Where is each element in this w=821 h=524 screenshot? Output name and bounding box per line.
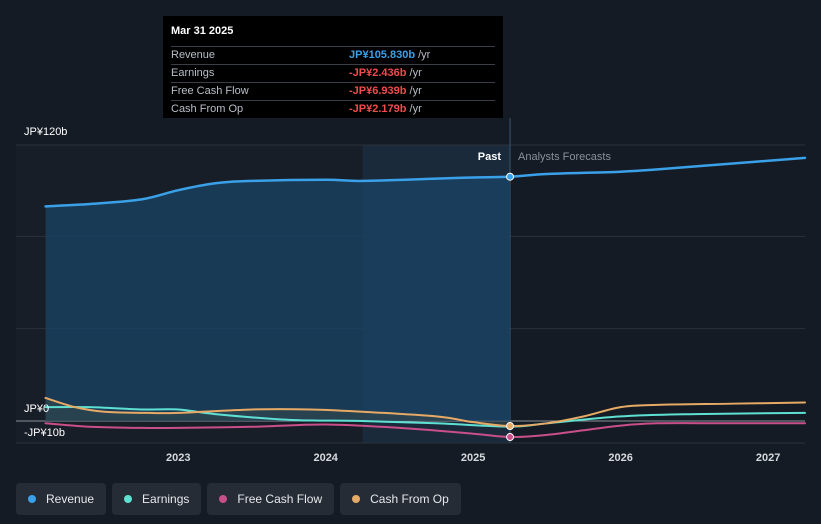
y-tick-label: -JP¥10b (24, 427, 65, 439)
legend-label: Free Cash Flow (237, 492, 323, 506)
marker-revenue (506, 172, 515, 181)
x-tick-label: 2024 (313, 452, 338, 464)
x-tick-label: 2023 (166, 452, 190, 464)
legend-label: Cash From Op (370, 492, 449, 506)
x-tick-label: 2026 (608, 452, 632, 464)
legend-item-earnings[interactable]: Earnings (112, 483, 202, 515)
tooltip-row-free-cash-flow: Free Cash Flow -JP¥6.939b /yr (171, 82, 495, 100)
earnings-dot-icon (124, 495, 133, 503)
tooltip-value: -JP¥2.436b (349, 67, 407, 79)
tooltip-label: Cash From Op (171, 103, 244, 115)
tooltip-label: Free Cash Flow (171, 85, 249, 97)
tooltip-row-earnings: Earnings -JP¥2.436b /yr (171, 64, 495, 82)
forecast-label: Analysts Forecasts (518, 151, 611, 163)
tooltip-date: Mar 31 2025 (171, 25, 234, 37)
tooltip-value: -JP¥6.939b (349, 85, 407, 97)
marker-layer (506, 172, 515, 442)
x-tick-label: 2027 (756, 452, 780, 464)
series-line-revenue (44, 156, 807, 208)
tooltip-unit: /yr (415, 47, 430, 64)
legend: Revenue Earnings Free Cash Flow Cash Fro… (16, 483, 467, 515)
tooltip-unit-text: /yr (409, 103, 422, 115)
tooltip-row-cash-from-op: Cash From Op -JP¥2.179b /yr (171, 100, 495, 118)
y-tick-label: JP¥0 (24, 403, 49, 415)
series-line-cash-from-op (44, 396, 806, 428)
tooltip-unit-text: /yr (418, 49, 431, 61)
tooltip-label: Revenue (171, 49, 216, 61)
free-cash-flow-dot-icon (219, 495, 228, 503)
marker-cash-from-op (506, 422, 515, 431)
legend-item-revenue[interactable]: Revenue (16, 483, 107, 515)
cash-from-op-dot-icon (352, 495, 361, 503)
legend-item-free-cash-flow[interactable]: Free Cash Flow (207, 483, 335, 515)
legend-label: Revenue (46, 492, 95, 506)
tooltip-unit: /yr (406, 83, 422, 100)
cash-from-op-area (45, 397, 511, 427)
past-label: Past (478, 151, 502, 163)
tooltip: Mar 31 2025 Revenue JP¥105.830b /yr Earn… (163, 16, 503, 118)
tooltip-label: Earnings (171, 67, 215, 79)
tooltip-unit: /yr (406, 101, 422, 118)
tooltip-value: -JP¥2.179b (349, 103, 407, 115)
line-layer (44, 156, 807, 439)
legend-label: Earnings (142, 492, 190, 506)
revenue-area (45, 176, 511, 421)
marker-free-cash-flow (506, 433, 515, 442)
tooltip-row-revenue: Revenue JP¥105.830b /yr (171, 46, 495, 64)
series-line-free-cash-flow (44, 422, 806, 439)
y-tick-label: JP¥120b (24, 126, 67, 138)
area-layer (45, 176, 511, 427)
revenue-dot-icon (28, 495, 36, 503)
tooltip-unit-text: /yr (409, 85, 422, 97)
tooltip-value: JP¥105.830b (349, 49, 416, 61)
label-layer: JP¥120b JP¥0 -JP¥10b 2023 2024 2025 2026 2027 Pa… (24, 126, 780, 464)
tooltip-unit-text: /yr (409, 67, 422, 79)
tooltip-unit: /yr (406, 65, 422, 82)
series-line-earnings (44, 405, 806, 428)
legend-item-cash-from-op[interactable]: Cash From Op (340, 483, 461, 515)
x-tick-label: 2025 (461, 452, 485, 464)
